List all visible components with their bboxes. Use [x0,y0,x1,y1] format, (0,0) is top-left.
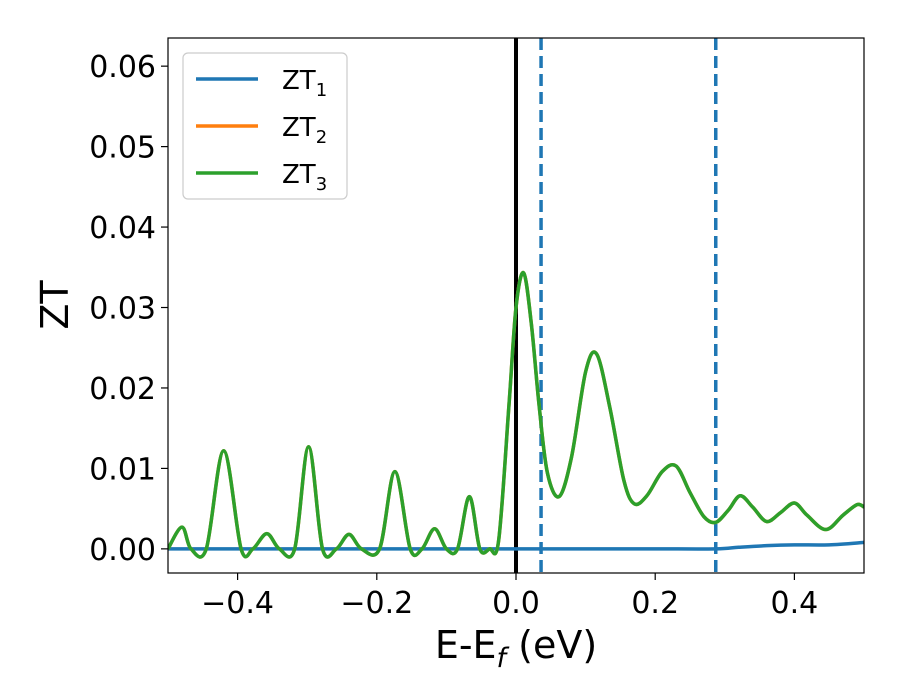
legend-entries: ZT1 ZT2 ZT3 [196,66,327,195]
series-line-ZT1 [168,540,864,551]
y-axis-label: ZT [33,280,77,330]
y-tick-label: 0.02 [89,372,156,407]
series-lines [168,270,864,559]
series-line-ZT3 [168,270,864,559]
legend: ZT1 ZT2 ZT3 [182,52,348,200]
y-tick-label: 0.03 [89,292,156,327]
y-tick-label: 0.06 [89,50,156,85]
x-tick-label: −0.2 [340,586,413,621]
x-axis-label: E-Ef (eV) [435,623,597,674]
y-tick-label: 0.00 [89,533,156,568]
x-tick-label: 0.0 [492,586,540,621]
y-tick-label: 0.04 [89,211,156,246]
legend-label-ZT1: ZT1 [282,66,327,101]
legend-box [182,52,348,200]
y-tick-label: 0.05 [89,131,156,166]
x-tick-label: −0.4 [201,586,274,621]
x-tick-label: 0.2 [631,586,679,621]
legend-label-ZT2: ZT2 [282,113,327,148]
x-tick-label: 0.4 [771,586,819,621]
x-axis-ticks: −0.4 −0.2 0.0 0.2 0.4 [201,573,818,621]
legend-label-ZT3: ZT3 [282,160,327,195]
y-axis-ticks: 0.00 0.01 0.02 0.03 0.04 0.05 0.06 [89,50,168,568]
y-tick-label: 0.01 [89,452,156,487]
